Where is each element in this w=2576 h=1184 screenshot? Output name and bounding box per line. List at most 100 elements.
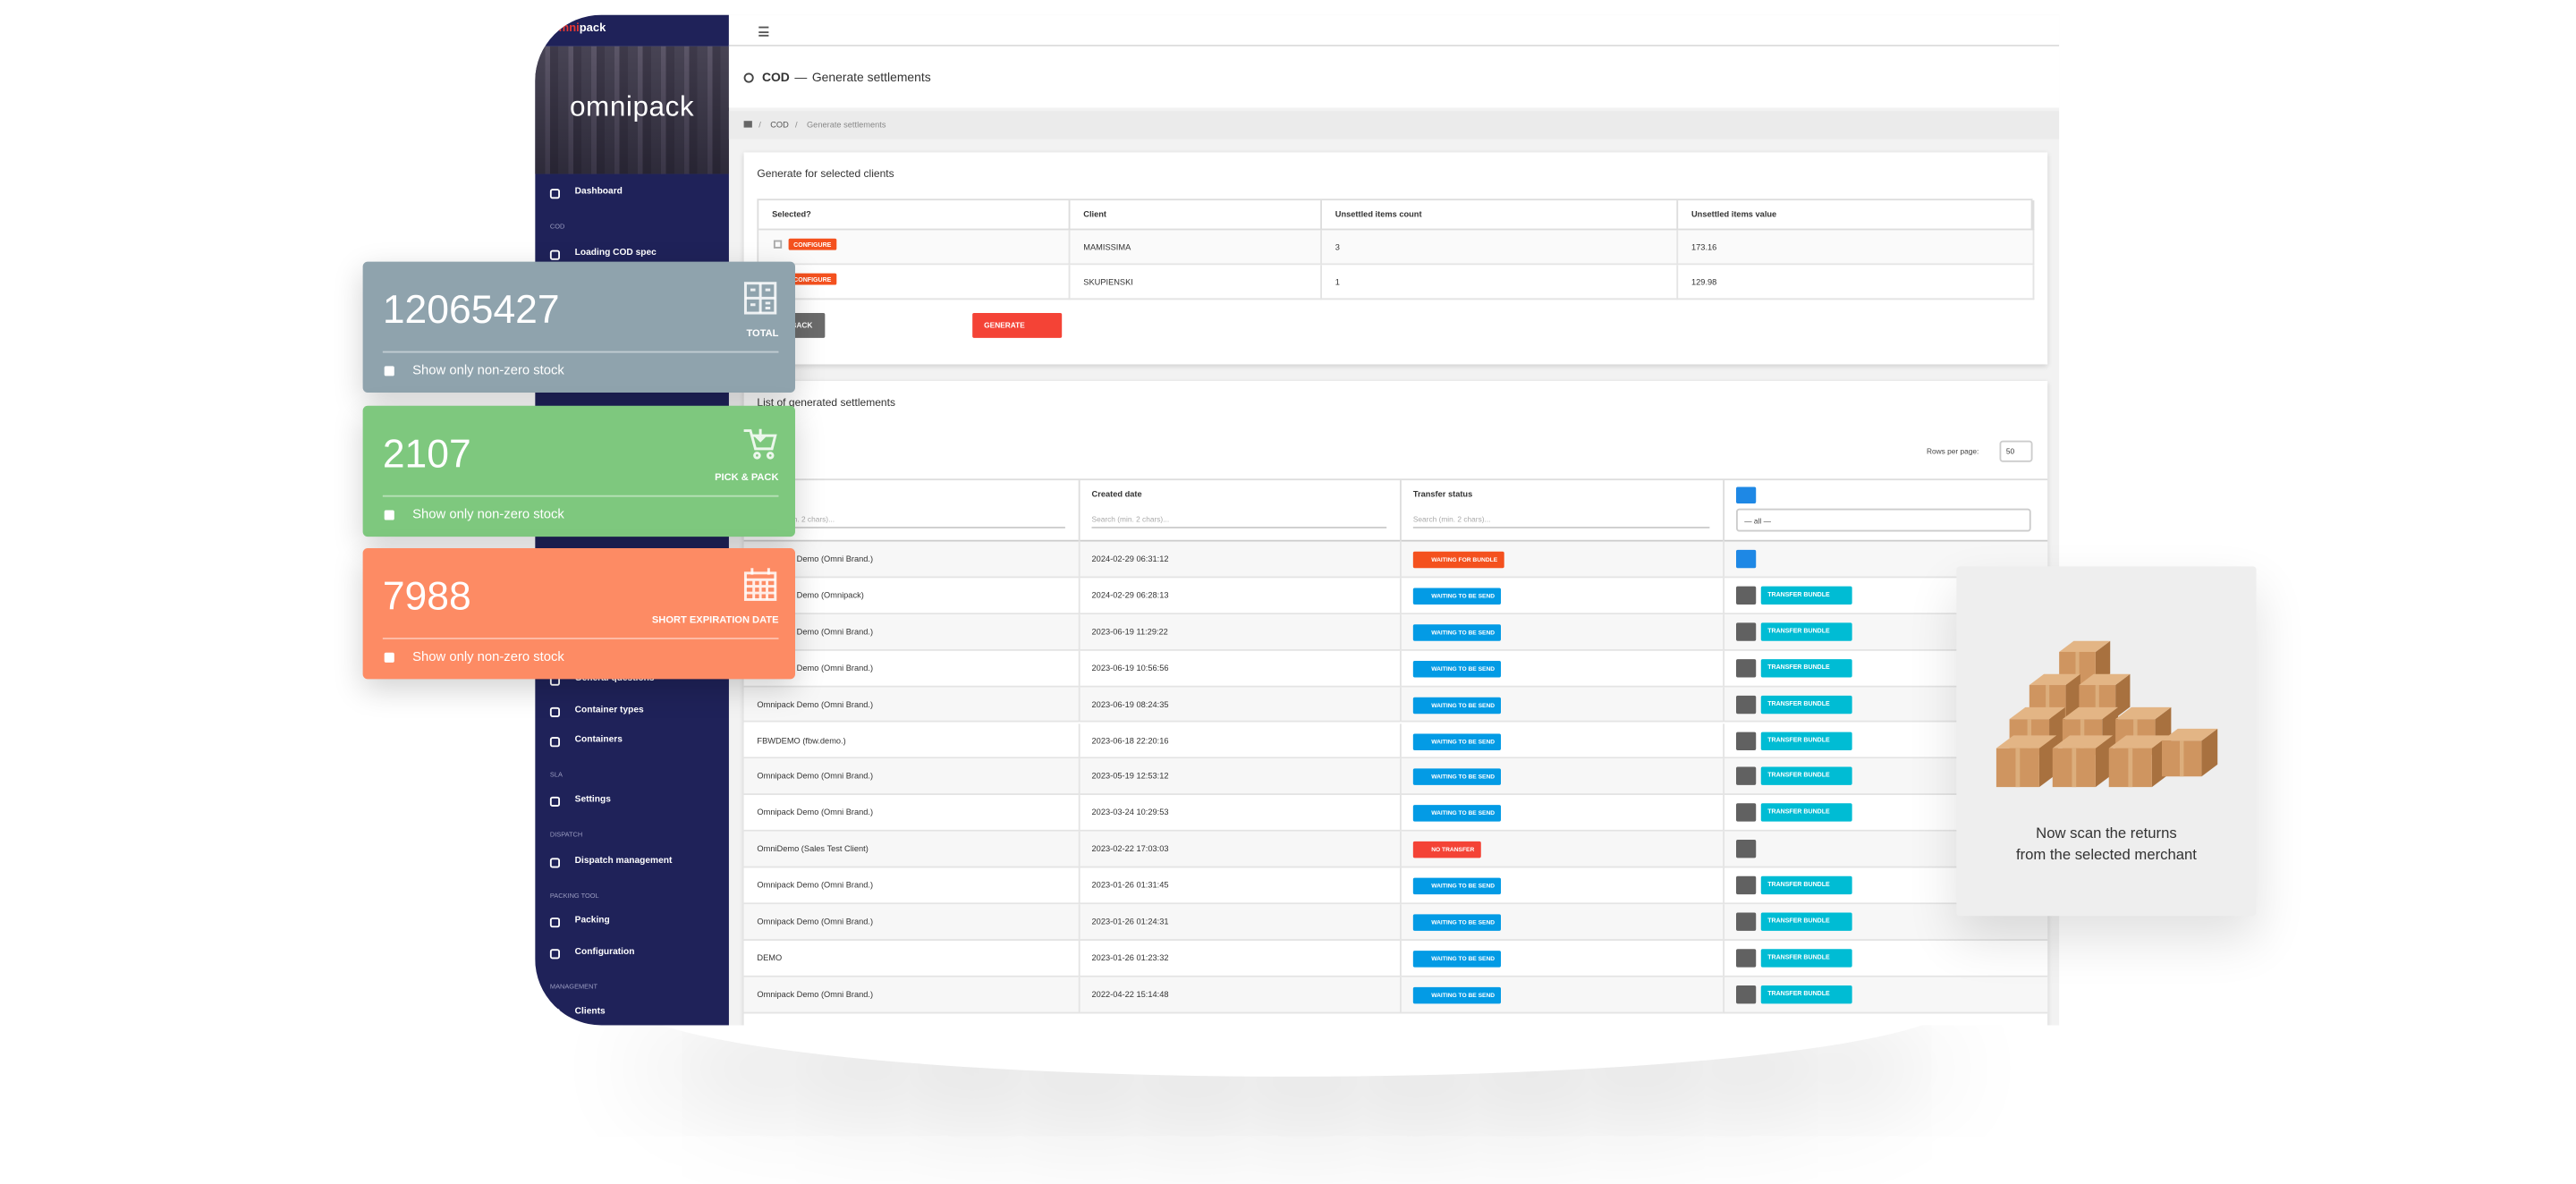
checkbox[interactable] (773, 240, 783, 249)
icon-part (766, 452, 775, 460)
stat-icon (743, 568, 777, 601)
download-button[interactable] (1736, 622, 1757, 641)
tr: Omnipack Demo (Omni Brand.) 2023-01-26 01… (743, 867, 2048, 905)
menu-item[interactable]: Containers (574, 735, 623, 746)
transfer-button[interactable]: TRANSFER BUNDLE (1760, 912, 1852, 931)
transfer-button[interactable]: TRANSFER BUNDLE (1760, 695, 1852, 714)
configure-button[interactable]: CONFIGURE (788, 238, 836, 250)
box-top (2161, 728, 2218, 741)
tr: OmniDemo (Sales Test Client) 2023-02-22 1… (743, 832, 2048, 868)
panel: List of generated settlements Rows per pa… (743, 380, 2048, 1026)
col-border (1078, 480, 1080, 544)
box-top (2009, 706, 2065, 720)
search-input[interactable]: Search (min. 2 chars)... (1091, 510, 1387, 529)
stat-card: 2107 PICK & PACK Show only non-zero stock (362, 405, 796, 537)
box-tape (2179, 740, 2184, 777)
transfer-button[interactable]: TRANSFER BUNDLE (1760, 622, 1852, 641)
date: 2023-06-19 11:29:22 (1091, 627, 1168, 638)
download-button[interactable] (1736, 549, 1757, 569)
download-button[interactable] (1736, 695, 1757, 714)
box-top (2062, 706, 2119, 720)
box-tape (2128, 748, 2133, 788)
breadcrumb-item[interactable]: COD (770, 121, 789, 131)
rows-per-page-select[interactable]: 50 (1999, 440, 2033, 462)
col-border (1078, 578, 1080, 614)
search-input[interactable]: Search (min. 2 chars)... (1412, 510, 1710, 529)
download-button[interactable] (1736, 658, 1757, 677)
cell-border (758, 265, 1071, 300)
menu-section: SLA (549, 770, 563, 779)
download-button[interactable] (1736, 731, 1757, 750)
transfer-button[interactable]: TRANSFER BUNDLE (1760, 767, 1852, 786)
download-button[interactable] (1736, 912, 1757, 931)
client: SKUPIENSKI (1083, 278, 1133, 289)
col-border (1400, 977, 1402, 1013)
search-input[interactable]: Search (min. 2 chars)... (757, 510, 1065, 529)
cell-border (1070, 230, 1322, 266)
col-border (1400, 541, 1402, 579)
th: Created date (1091, 490, 1142, 501)
checkbox[interactable] (384, 510, 394, 520)
menu-item[interactable]: Container types (574, 705, 644, 716)
status-filter[interactable]: — all — (1736, 508, 2031, 532)
menu-item[interactable]: Configuration (574, 947, 635, 958)
col-border (1078, 795, 1080, 833)
scan-card: Now scan the returns from the selected me… (1956, 566, 2257, 917)
tr: Omnipack Demo (Omni Brand.) 2023-06-19 10… (743, 650, 2048, 687)
download-button[interactable] (1736, 875, 1757, 895)
transfer-button[interactable]: TRANSFER BUNDLE (1760, 658, 1852, 677)
transfer-button[interactable]: TRANSFER BUNDLE (1760, 803, 1852, 823)
breadcrumb-sep: / (795, 121, 798, 131)
name: OmniDemo (Sales Test Client) (757, 844, 869, 856)
stat-value: 7988 (382, 574, 471, 620)
icon-part (745, 568, 775, 600)
menu-item[interactable]: Packing (574, 916, 610, 926)
transfer-button[interactable]: TRANSFER BUNDLE (1760, 586, 1852, 605)
menu-item[interactable]: Loading COD spec (574, 248, 657, 258)
date: 2023-06-19 08:24:35 (1091, 699, 1169, 710)
divider (382, 351, 779, 353)
checkbox[interactable] (384, 366, 394, 376)
col-border (1078, 650, 1080, 687)
menu-item[interactable]: Dashboard (574, 187, 623, 198)
tr: FBWDEMO (fbw.demo.) 2023-06-18 22:20:16 WA… (743, 723, 2048, 759)
transfer-button[interactable]: TRANSFER BUNDLE (1760, 731, 1852, 750)
col-border (1078, 686, 1080, 723)
status-badge: WAITING TO BE SEND (1412, 950, 1502, 968)
tr: Omnipack Demo (Omni Brand.) 2024-02-29 06… (743, 541, 2048, 579)
name: Omnipack Demo (Omni Brand.) (757, 772, 874, 782)
menu-icon (549, 1008, 561, 1019)
checkbox[interactable] (384, 652, 394, 663)
col-border (1723, 832, 1725, 868)
download-button[interactable] (1736, 767, 1757, 786)
download-button[interactable] (1736, 840, 1757, 858)
download-all[interactable] (1736, 486, 1757, 504)
download-button[interactable] (1736, 586, 1757, 605)
menu-item[interactable]: Settings (574, 795, 611, 806)
transfer-button[interactable]: TRANSFER BUNDLE (1760, 875, 1852, 895)
hamburger-line (758, 30, 769, 33)
col-border (1723, 541, 1725, 579)
boxes-illustration (1996, 640, 2218, 788)
download-button[interactable] (1736, 803, 1757, 823)
box-tape (2095, 685, 2099, 718)
configure-button[interactable]: CONFIGURE (788, 273, 836, 285)
generate-button[interactable]: GENERATE (972, 313, 1063, 338)
menu-item[interactable]: Clients (574, 1007, 606, 1018)
col-border (1078, 832, 1080, 868)
date: 2024-02-29 06:31:12 (1091, 554, 1169, 565)
status-badge: WAITING TO BE SEND (1412, 732, 1502, 750)
box-top (2029, 673, 2080, 686)
menu-icon (549, 189, 561, 199)
col-border (1400, 578, 1402, 614)
transfer-button[interactable]: TRANSFER BUNDLE (1760, 949, 1852, 968)
col-border (1078, 940, 1080, 977)
name: Omnipack Demo (Omni Brand.) (757, 808, 874, 819)
download-button[interactable] (1736, 949, 1757, 968)
col-border (1078, 904, 1080, 941)
col-border (1723, 650, 1725, 687)
date: 2023-06-19 10:56:56 (1091, 664, 1169, 674)
menu-item[interactable]: Dispatch management (574, 856, 673, 867)
download-button[interactable] (1736, 985, 1757, 1003)
transfer-button[interactable]: TRANSFER BUNDLE (1760, 985, 1852, 1003)
